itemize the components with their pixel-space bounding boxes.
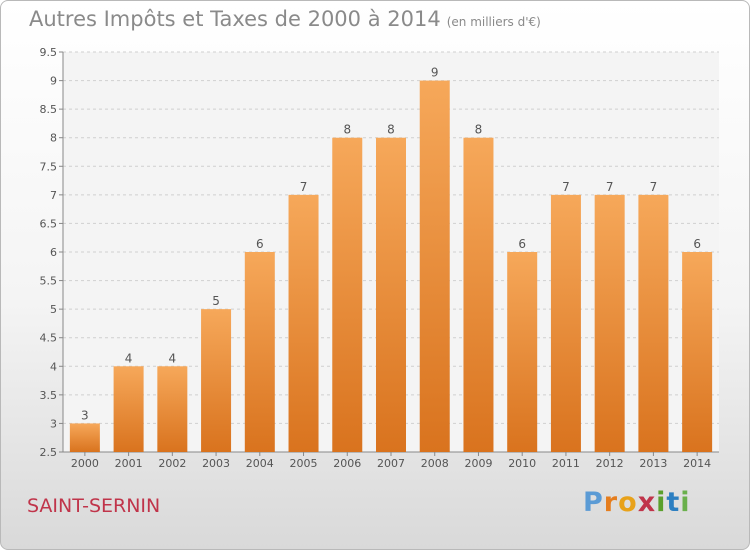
y-tick-label: 6 [50,246,57,259]
y-tick-label: 8 [50,132,57,145]
x-tick-label: 2008 [421,457,449,470]
bar-value-label: 8 [475,123,483,137]
bar-value-label: 3 [81,408,89,422]
bar [550,194,581,452]
x-tick-label: 2012 [596,457,624,470]
x-tick-label: 2003 [202,457,230,470]
bar-value-label: 4 [125,351,133,365]
bar [463,137,494,452]
bar-value-label: 7 [300,180,308,194]
bar [201,309,232,452]
proxiti-logo: Proxiti [583,487,691,518]
y-tick-label: 9 [50,75,57,88]
y-tick-label: 5.5 [40,275,58,288]
logo-letter-2: o [618,487,638,518]
y-tick-label: 3 [50,417,57,430]
logo-letter-1: r [603,487,619,518]
town-name: SAINT-SERNIN [27,495,161,517]
bar-value-label: 7 [650,180,658,194]
logo-letter-0: P [583,487,604,518]
bar [419,80,450,453]
bar [332,137,363,452]
x-tick-label: 2013 [639,457,667,470]
y-tick-label: 3.5 [40,389,58,402]
bar [69,423,100,452]
chart-title-text: Autres Impôts et Taxes de 2000 à 2014 [29,7,441,31]
bar [244,252,275,452]
y-tick-label: 7 [50,189,57,202]
logo-letter-3: x [637,487,657,518]
x-tick-label: 2002 [158,457,186,470]
x-tick-label: 2009 [464,457,492,470]
y-tick-label: 2.5 [40,446,58,459]
label-layer: 3 4 4 5 6 7 8 8 9 8 6 7 7 7 6 [81,66,701,423]
x-tick-label: 2005 [290,457,318,470]
chart-title: Autres Impôts et Taxes de 2000 à 2014 (en… [29,7,541,31]
y-tick-label: 4 [50,360,57,373]
y-tick-label: 8.5 [40,103,58,116]
chart-subtitle: (en milliers d'€) [446,15,541,29]
x-tick-label: 2014 [683,457,711,470]
bar-value-label: 5 [212,294,220,308]
x-tick-label: 2006 [333,457,361,470]
y-tick-label: 6.5 [40,217,58,230]
y-tick-label: 4.5 [40,332,58,345]
bar [376,137,406,452]
bar-layer [69,80,713,453]
x-tick-label: 2001 [115,457,143,470]
logo-letter-4: i [656,487,667,518]
bar [682,252,713,452]
bar-value-label: 9 [431,66,439,80]
x-tick-label: 2007 [377,457,405,470]
logo-letter-5: t [666,487,681,518]
bar-value-label: 8 [343,123,351,137]
y-tick-label: 7.5 [40,160,58,173]
bar [638,194,669,452]
bar-value-label: 6 [256,237,264,251]
x-tick-label: 2000 [71,457,99,470]
bar-value-label: 4 [169,351,177,365]
logo-letter-6: i [680,487,691,518]
x-tick-label: 2011 [552,457,580,470]
bar [594,194,625,452]
x-tick-label: 2004 [246,457,274,470]
bar [113,366,144,452]
bar-value-label: 8 [387,123,395,137]
bar [507,252,538,452]
bar-value-label: 6 [518,237,526,251]
bar-value-label: 7 [606,180,614,194]
bar-value-label: 6 [693,237,701,251]
x-tick-label: 2010 [508,457,536,470]
y-tick-label: 5 [50,303,57,316]
bar [288,194,319,452]
bar-value-label: 7 [562,180,570,194]
bar [157,366,188,452]
y-tick-label: 9.5 [40,46,58,59]
